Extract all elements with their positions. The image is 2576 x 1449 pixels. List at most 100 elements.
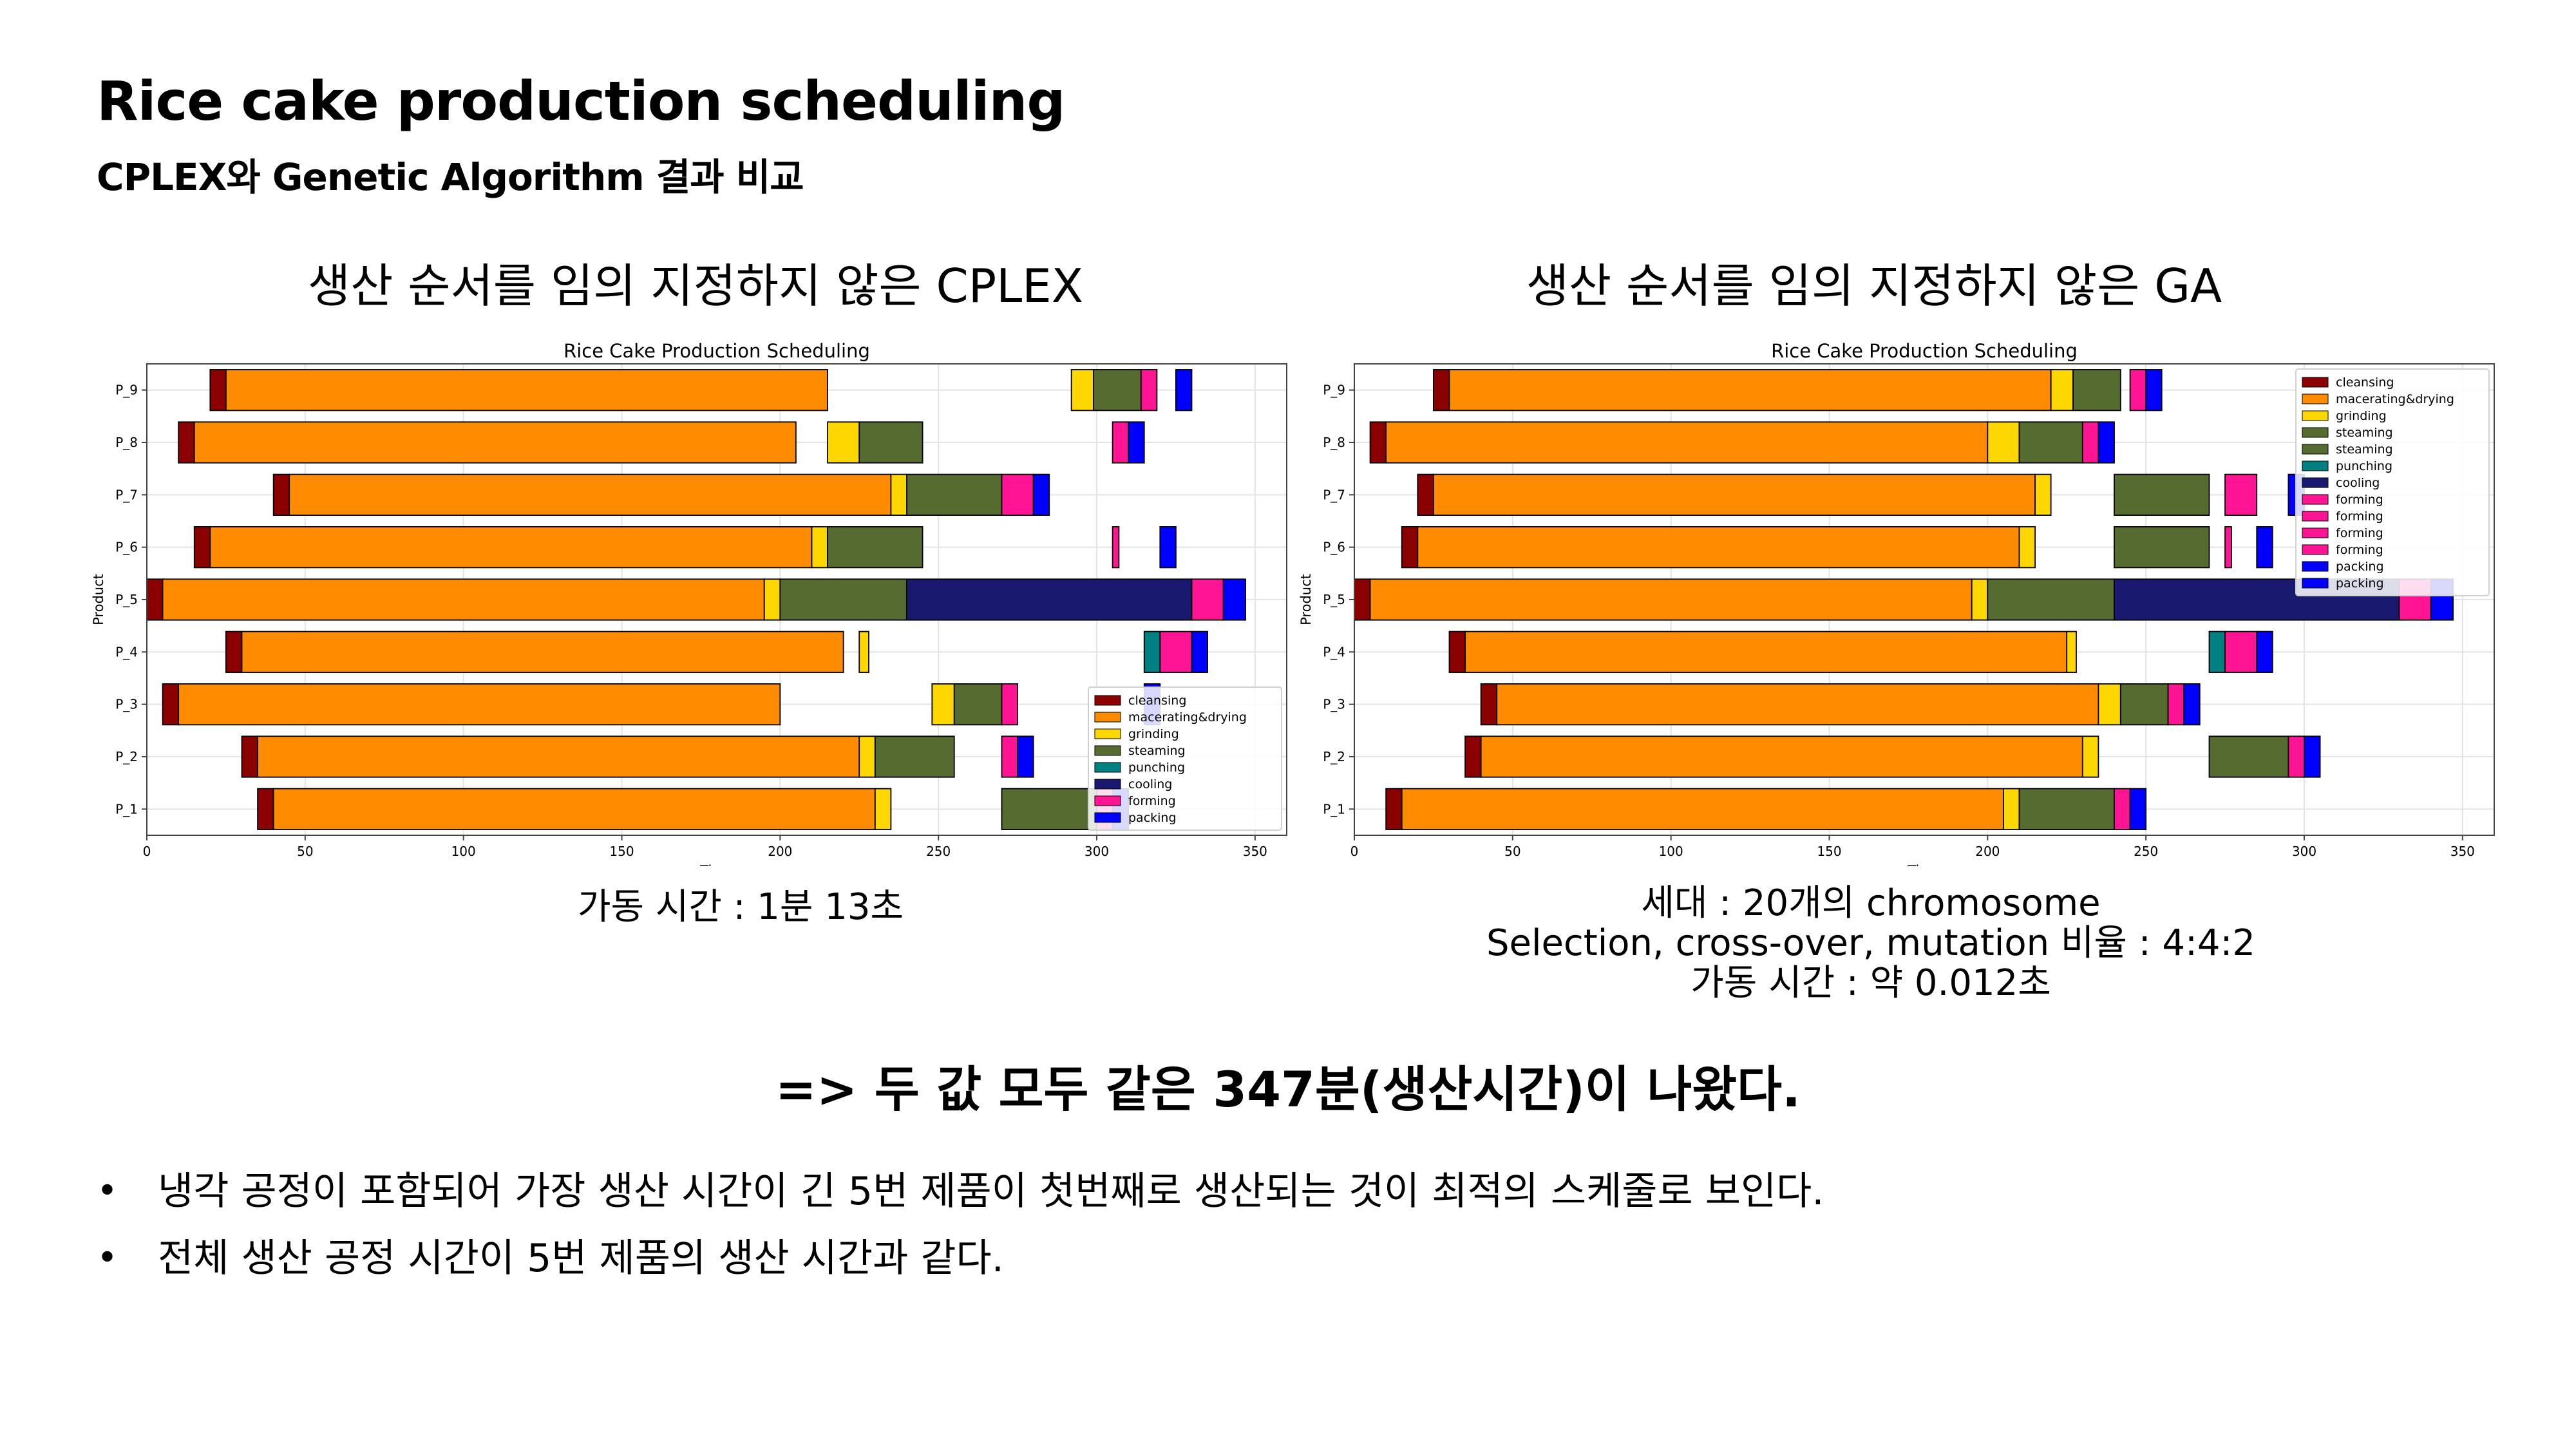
gantt-bar-p7-cleansing (272, 473, 290, 516)
gantt-bar-p2-grinding (858, 735, 876, 778)
gantt-bar-p1-packing (2129, 788, 2147, 830)
gantt-bar-p3-forming (1001, 683, 1018, 726)
x-tick-label: 0 (1350, 844, 1359, 859)
gantt-bar-p6-cleansing (193, 526, 211, 569)
legend-label: cooling (2336, 476, 2380, 490)
chart-title: Rice Cake Production Scheduling (1771, 340, 2078, 362)
legend-swatch (2302, 511, 2329, 522)
legend-swatch (2302, 393, 2329, 404)
y-tick-label: P_7 (1323, 487, 1345, 502)
legend: cleansing macerating&drying grinding steami… (1088, 687, 1282, 831)
bullet-text: 냉각 공정이 포함되어 가장 생산 시간이 긴 5번 제품이 첫번째로 생산되는… (158, 1169, 1824, 1214)
gantt-bar-p8-steaming (858, 421, 923, 464)
gantt-bar-p5-steaming (1987, 578, 2115, 621)
legend-swatch (2302, 578, 2329, 589)
gantt-bar-p9-steaming (1093, 369, 1142, 412)
legend-box (2295, 368, 2490, 596)
gantt-bar-p8-packing (1128, 421, 1145, 464)
gantt-bar-p5-maceratingdrying (162, 578, 765, 621)
legend-label: packing (2336, 576, 2384, 591)
gantt-bar-p8-maceratingdrying (193, 421, 797, 464)
ga-heading: 생산 순서를 임의 지정하지 않은 GA (1526, 259, 2222, 313)
legend-label: steaming (2336, 426, 2393, 440)
legend: cleansing macerating&drying grinding steami… (2295, 368, 2490, 596)
gantt-bar-p7-forming (2224, 473, 2258, 516)
gantt-bar-p2-packing (2304, 735, 2321, 778)
x-tick-label: 150 (609, 844, 634, 859)
gantt-bar-p9-maceratingdrying (225, 369, 828, 412)
bullet-dot-icon: • (97, 1237, 118, 1279)
gantt-bar-p4-packing (1191, 630, 1208, 673)
gantt-bar-p3-steaming (2119, 683, 2169, 726)
gantt-bar-p7-forming (1001, 473, 1034, 516)
cplex-gantt-chart: Rice Cake Production Scheduling 0 50 100 150… (91, 340, 1287, 866)
gantt-bar-p8-forming (2081, 421, 2099, 464)
gantt-bar-p7-steaming (2114, 473, 2210, 516)
gantt-bar-p5-grinding (1971, 578, 1989, 621)
legend-label: forming (2336, 543, 2383, 557)
gantt-bar-p6-steaming (2114, 526, 2210, 569)
gantt-bar-p7-cleansing (1417, 473, 1434, 516)
gantt-bar-p4-punching (2208, 630, 2226, 673)
legend-label: forming (2336, 493, 2383, 507)
legend-label: steaming (1128, 744, 1186, 758)
x-tick-label: 350 (2450, 844, 2475, 859)
gantt-bar-p8-packing (2098, 421, 2115, 464)
gantt-bar-p8-cleansing (1369, 421, 1387, 464)
gantt-bar-p7-maceratingdrying (289, 473, 892, 516)
gantt-bar-p7-steaming (906, 473, 1003, 516)
y-tick-label: P_2 (1323, 749, 1345, 764)
conclusion: => 두 값 모두 같은 347분(생산시간)이 나왔다. (775, 1061, 1801, 1118)
legend-label: macerating&drying (1128, 710, 1247, 724)
gantt-bar-p8-forming (1112, 421, 1130, 464)
legend-swatch (2302, 427, 2329, 438)
x-tick-label: 300 (2292, 844, 2316, 859)
gantt-bar-p1-maceratingdrying (1401, 788, 2004, 830)
x-axis-label: Time (1907, 863, 1940, 866)
gantt-bar-p9-grinding (1070, 369, 1094, 412)
y-tick-label: P_1 (1323, 801, 1345, 817)
gantt-bar-p1-steaming (1001, 788, 1097, 830)
gantt-bar-p1-grinding (2003, 788, 2020, 830)
legend-label: cleansing (2336, 375, 2394, 390)
slide-subtitle: CPLEX와 Genetic Algorithm 결과 비교 (97, 155, 804, 199)
gantt-bar-p2-forming (1001, 735, 1018, 778)
gantt-bar-p9-packing (1175, 369, 1193, 412)
ga-runtime: 가동 시간 : 약 0.012초 (1690, 962, 2051, 1004)
gantt-bar-p2-cleansing (1464, 735, 1482, 778)
gantt-bar-p3-cleansing (1480, 683, 1498, 726)
gantt-bar-p4-packing (2256, 630, 2273, 673)
legend-swatch (1094, 745, 1121, 756)
gantt-bar-p2-maceratingdrying (1480, 735, 2083, 778)
gantt-bar-p8-cleansing (178, 421, 195, 464)
cplex-runtime: 가동 시간 : 1분 13초 (577, 886, 904, 928)
y-tick-label: P_9 (115, 383, 138, 398)
legend-label: forming (2336, 509, 2383, 524)
gantt-bar-p9-cleansing (209, 369, 227, 412)
gantt-bar-p6-maceratingdrying (209, 526, 813, 569)
gantt-bar-p4-punching (1143, 630, 1161, 673)
gantt-bar-p2-cleansing (241, 735, 258, 778)
y-tick-label: P_6 (1323, 540, 1345, 555)
legend-swatch (1094, 779, 1121, 790)
y-tick-label: P_3 (1323, 697, 1345, 712)
bullet-dot-icon: • (97, 1170, 118, 1212)
x-tick-label: 350 (1243, 844, 1267, 859)
x-tick-label: 250 (2134, 844, 2158, 859)
x-tick-label: 100 (1659, 844, 1683, 859)
legend-label: packing (1128, 811, 1177, 825)
gantt-bar-p6-forming (1112, 526, 1120, 569)
gantt-bar-p3-grinding (2098, 683, 2121, 726)
legend-swatch (2302, 561, 2329, 572)
y-tick-label: P_8 (115, 435, 138, 450)
gantt-bar-p5-maceratingdrying (1369, 578, 1973, 621)
legend-label: punching (2336, 459, 2392, 473)
gantt-bar-p9-forming (2129, 369, 2147, 412)
legend-label: grinding (2336, 409, 2387, 423)
gantt-bar-p4-grinding (858, 630, 869, 673)
slide-title: Rice cake production scheduling (97, 70, 1065, 133)
gantt-bar-p3-forming (2167, 683, 2185, 726)
legend-swatch (2302, 477, 2329, 488)
gantt-bar-p1-cleansing (257, 788, 274, 830)
gantt-bar-p6-steaming (827, 526, 923, 569)
